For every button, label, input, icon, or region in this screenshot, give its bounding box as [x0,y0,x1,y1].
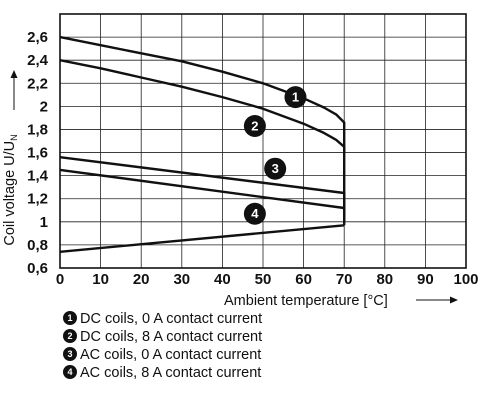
x-tick-label: 70 [336,271,353,288]
y-tick-label: 2,6 [27,29,48,46]
curve-marker-number: 2 [251,118,258,133]
y-tick-label: 1,6 [27,145,48,162]
x-tick-label: 90 [417,271,434,288]
x-tick-label: 100 [453,271,478,288]
curve-marker-3: 3 [264,157,287,180]
y-tick-label: 2 [40,98,48,115]
legend-marker-number: 2 [67,331,72,341]
curves [59,35,346,253]
curve-marker-circle [243,114,266,137]
legend-marker [63,311,77,325]
series-line-1 [59,35,346,153]
y-axis-label: Coil voltage U/UN [2,134,19,245]
legend-label: AC coils, 0 A contact current [80,347,261,363]
curve-marker-number: 3 [272,161,279,176]
x-axis-label: Ambient temperature [°C] [224,293,388,309]
x-tick-label: 80 [376,271,393,288]
y-tick-label: 2,4 [27,52,49,69]
grid [60,13,466,268]
curve-marker-circle [284,86,307,109]
y-tick-label: 1,4 [27,168,49,185]
legend-marker [63,329,77,343]
legend-label: AC coils, 8 A contact current [80,365,261,381]
y-axis-label-arrow [10,70,18,78]
curve-marker-2: 2 [243,114,266,137]
legend-item-3: 3 AC coils, 0 A contact current [63,347,261,363]
curve-marker-1: 1 [284,86,307,109]
tick-labels: 0 10 20 30 40 50 60 70 80 90 100 0,6 0,8 1 1,2 1,4 1,6 1,… [27,29,478,288]
curve-marker-number: 4 [251,206,259,221]
y-tick-label: 0,6 [27,260,48,277]
curve-marker-circle [264,157,287,180]
y-tick-label: 0,8 [27,237,48,254]
curve-marker-4: 4 [243,202,266,225]
curve-marker-circle [243,202,266,225]
y-tick-label: 1,2 [27,191,48,208]
legend-label: DC coils, 8 A contact current [80,329,262,345]
legend: 1 DC coils, 0 A contact current 2 DC coils,… [63,311,262,381]
y-tick-label: 1 [40,214,48,231]
y-axis-label-subscript: N [9,134,19,141]
y-tick-label: 1,8 [27,121,48,138]
legend-marker-number: 1 [67,313,72,323]
legend-item-1: 1 DC coils, 0 A contact current [63,311,262,327]
x-tick-label: 60 [295,271,312,288]
x-tick-label: 40 [214,271,231,288]
x-tick-label: 0 [56,271,64,288]
curve-markers: 1 2 3 4 [243,86,307,225]
y-tick-label: 2,2 [27,75,48,92]
x-tick-label: 50 [255,271,272,288]
legend-marker [63,347,77,361]
plot-frame [59,13,467,269]
series-line-extra-4 [59,224,345,253]
x-tick-label: 10 [92,271,109,288]
curve-marker-number: 1 [292,90,299,105]
legend-item-4: 4 AC coils, 8 A contact current [63,365,261,381]
series-line-2 [59,59,346,213]
legend-marker-number: 4 [67,367,72,377]
legend-item-2: 2 DC coils, 8 A contact current [63,329,262,345]
legend-marker [63,365,77,379]
x-tick-label: 30 [173,271,190,288]
legend-label: DC coils, 0 A contact current [80,311,262,327]
x-axis-label-arrow [450,296,458,304]
series-line-4 [59,168,346,226]
legend-marker-number: 3 [67,349,72,359]
x-tick-label: 20 [133,271,150,288]
